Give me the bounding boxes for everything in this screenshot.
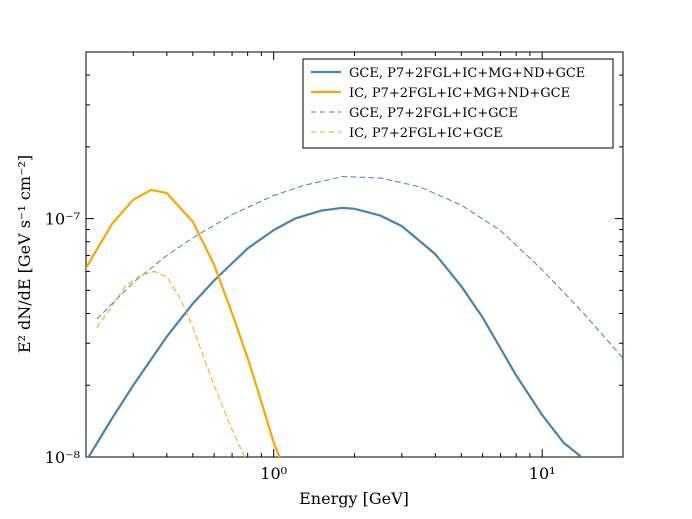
series-layer	[86, 176, 623, 457]
y-axis-label: E² dN/dE [GeV s⁻¹ cm⁻²]	[15, 155, 34, 353]
legend: GCE, P7+2FGL+IC+MG+ND+GCE IC, P7+2FGL+IC+…	[302, 58, 614, 149]
legend-frame	[302, 58, 614, 149]
legend-item: IC, P7+2FGL+IC+MG+ND+GCE	[311, 86, 570, 101]
legend-label: GCE, P7+2FGL+IC+GCE	[349, 106, 518, 121]
legend-item: IC, P7+2FGL+IC+GCE	[311, 126, 503, 141]
series-line-1	[87, 206, 583, 457]
legend-item: GCE, P7+2FGL+IC+GCE	[311, 106, 518, 121]
legend-label: IC, P7+2FGL+IC+MG+ND+GCE	[349, 86, 570, 101]
legend-label: GCE, P7+2FGL+IC+MG+ND+GCE	[349, 66, 585, 81]
x-tick-label: 10⁰	[260, 464, 287, 483]
series-line-2	[86, 188, 281, 457]
x-axis-label: Energy [GeV]	[299, 489, 409, 508]
series-line-4	[96, 271, 246, 457]
legend-item: GCE, P7+2FGL+IC+MG+ND+GCE	[311, 66, 585, 81]
series-line-3	[96, 176, 623, 359]
ticks-layer: 10⁰ 10¹ 10⁻⁸ 10⁻⁷	[45, 51, 624, 483]
legend-label: IC, P7+2FGL+IC+GCE	[349, 126, 503, 141]
x-tick-label: 10¹	[529, 464, 556, 483]
y-tick-label: 10⁻⁷	[45, 210, 80, 229]
y-tick-label: 10⁻⁸	[45, 448, 80, 467]
